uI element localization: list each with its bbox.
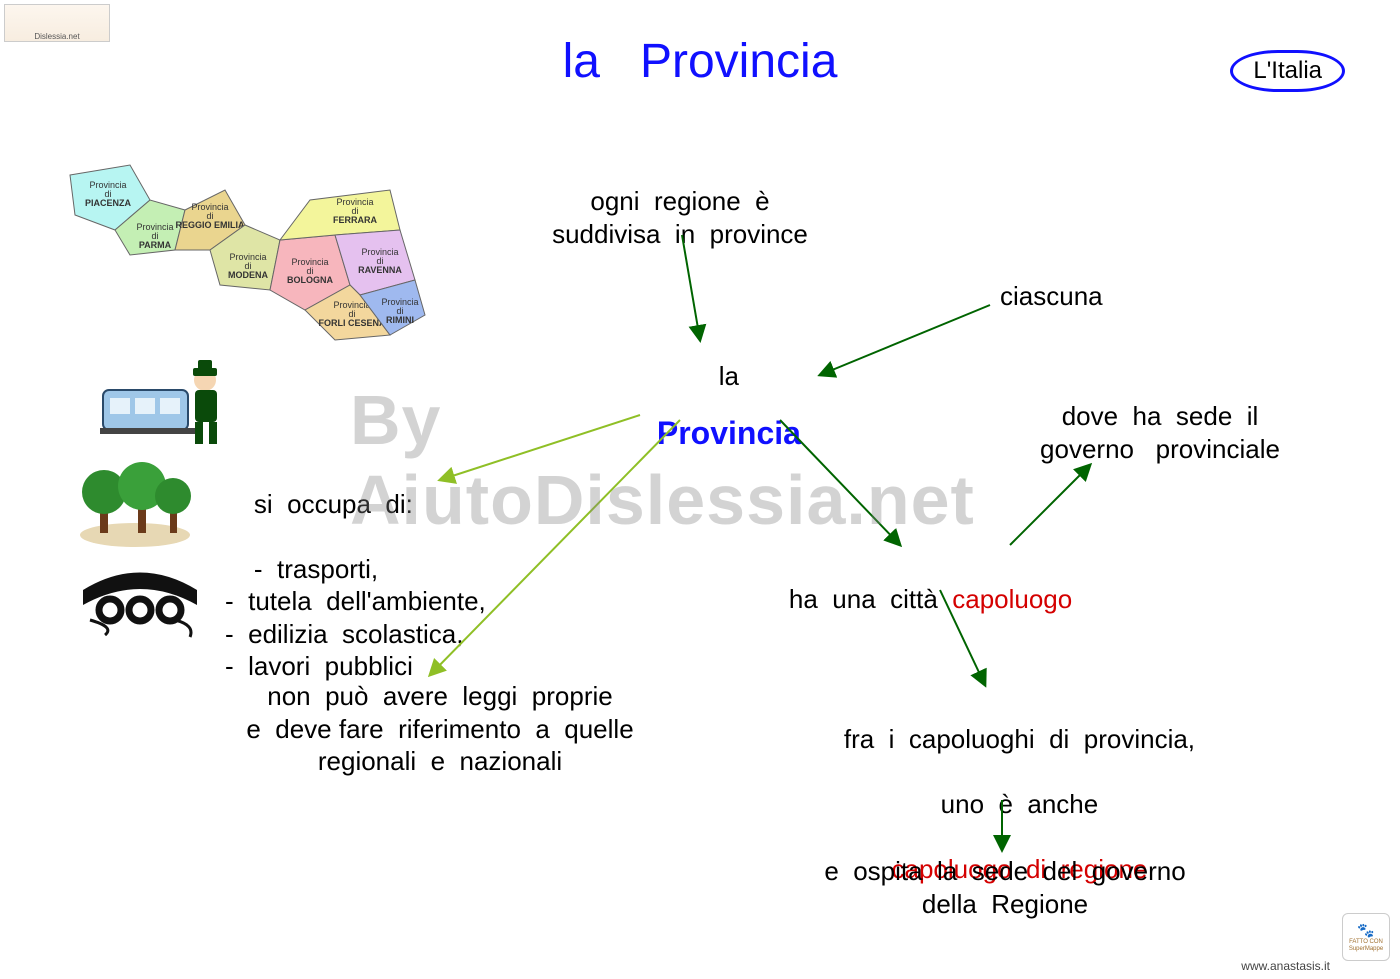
clipart-bridge-icon: [75, 565, 205, 645]
svg-text:RAVENNA: RAVENNA: [358, 265, 402, 275]
svg-text:BOLOGNA: BOLOGNA: [287, 275, 333, 285]
svg-text:FERRARA: FERRARA: [333, 215, 377, 225]
svg-text:FORLI CESENA: FORLI CESENA: [318, 318, 386, 328]
ha-citta-block: ha una città capoluogo: [760, 550, 1072, 648]
footer-url: www.anastasis.it: [1241, 959, 1330, 973]
ha-citta-red: capoluogo: [952, 584, 1072, 614]
non-puo-text: non può avere leggi proprie e deve fare …: [180, 680, 700, 778]
ciascuna-text: ciascuna: [1000, 280, 1103, 313]
provinces-map-icon: ProvinciadiPIACENZAProvinciadiPARMAProvi…: [60, 155, 460, 355]
occupa-block: si occupa di: - trasporti, - tutela dell…: [225, 455, 486, 715]
ha-citta-pre: ha una città: [789, 584, 952, 614]
svg-text:REGGIO EMILIA: REGGIO EMILIA: [175, 220, 245, 230]
svg-text:MODENA: MODENA: [228, 270, 268, 280]
supermappe-logo-label: FATTO CON SuperMappe: [1349, 939, 1383, 952]
svg-text:PARMA: PARMA: [139, 240, 172, 250]
clipart-train-icon: [95, 350, 225, 450]
svg-text:PIACENZA: PIACENZA: [85, 198, 132, 208]
diagram-canvas: Dislessia.net la Provincia L'Italia Prov…: [0, 0, 1400, 979]
svg-text:RIMINI: RIMINI: [386, 315, 414, 325]
occupa-header: si occupa di:: [254, 489, 413, 519]
page-title: la Provincia: [0, 32, 1400, 92]
italia-badge: L'Italia: [1230, 50, 1345, 92]
fra-cap-2: uno è anche: [941, 789, 1099, 819]
central-node: la Provincia: [620, 340, 820, 473]
clipart-trees-icon: [70, 450, 200, 550]
dove-sede-text: dove ha sede il governo provinciale: [1000, 400, 1320, 465]
central-provincia: Provincia: [657, 415, 801, 451]
ospita-text: e ospita la sede del governo della Regio…: [795, 855, 1215, 920]
italia-badge-label: L'Italia: [1253, 57, 1322, 84]
supermappe-logo-icon: 🐾 FATTO CON SuperMappe: [1342, 913, 1390, 961]
central-la: la: [719, 361, 739, 391]
fra-cap-1: fra i capoluoghi di provincia,: [844, 724, 1195, 754]
occupa-items: - trasporti, - tutela dell'ambiente, - e…: [225, 554, 486, 682]
intro-text: ogni regione è suddivisa in province: [470, 185, 890, 250]
